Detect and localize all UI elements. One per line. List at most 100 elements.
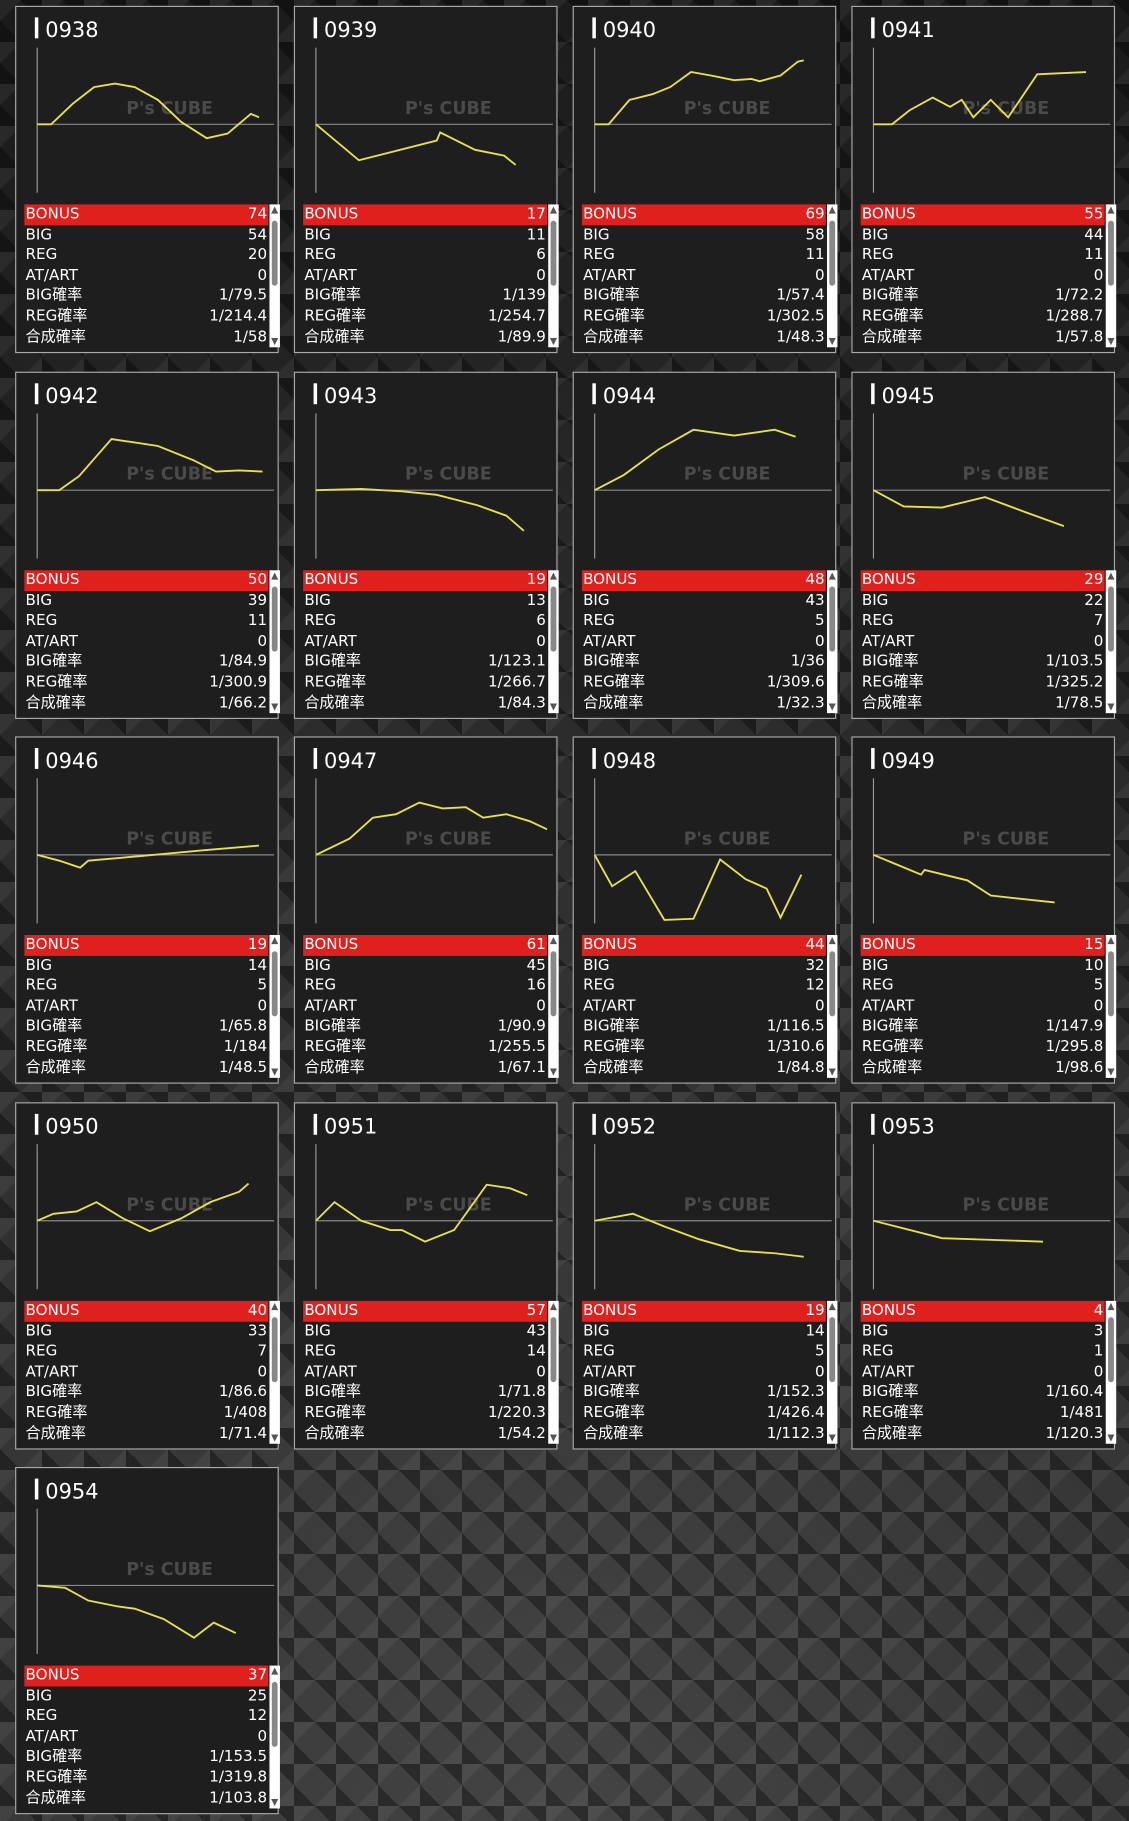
stat-value: 0 [257, 997, 268, 1015]
stat-value: 1/408 [223, 1404, 268, 1422]
scroll-up[interactable]: ▲ [549, 1300, 558, 1312]
title-marker [34, 17, 39, 39]
stats-row: AT/ART 0 [582, 266, 826, 286]
scroll-up[interactable]: ▲ [271, 570, 279, 581]
stat-value: 50 [247, 571, 268, 589]
scroll-thumb[interactable] [271, 220, 278, 286]
scroll-down[interactable]: ▼ [828, 1432, 836, 1443]
scroll-thumb[interactable] [829, 220, 836, 286]
graph: P's CUBE [594, 413, 832, 559]
stat-label: 合成確率 [861, 1058, 923, 1077]
scroll-down[interactable]: ▼ [1107, 335, 1115, 347]
stat-label: REG確率 [25, 1038, 88, 1056]
graph-line [873, 1219, 1044, 1243]
scroll-down[interactable]: ▼ [271, 1796, 279, 1808]
scroll-thumb[interactable] [829, 586, 836, 652]
stats-row: 合成確率 1/71.4 [24, 1423, 268, 1443]
scroll-thumb[interactable] [1108, 220, 1114, 286]
stat-label: BONUS [25, 936, 80, 954]
scroll-up[interactable]: ▲ [271, 935, 279, 946]
stats-row: BONUS 44 [581, 935, 826, 956]
scroll-thumb[interactable] [271, 951, 278, 1017]
scroll-up[interactable]: ▲ [828, 570, 836, 581]
scroll-down[interactable]: ▼ [828, 335, 836, 347]
scroll-thumb[interactable] [1108, 951, 1114, 1017]
scroll-down[interactable]: ▼ [549, 701, 558, 712]
stat-value: 4 [1093, 1302, 1104, 1320]
stat-value: 0 [257, 632, 268, 651]
scroll-up[interactable]: ▲ [271, 204, 279, 215]
scroll-down[interactable]: ▼ [271, 701, 279, 712]
stat-value: 1/214.4 [209, 307, 268, 326]
title-marker [313, 383, 318, 405]
stats-row: 合成確率 1/48.3 [582, 327, 826, 347]
stats-row: BONUS 19 [303, 570, 548, 591]
stat-value: 1/302.5 [766, 307, 825, 326]
machine-card: 0949 P's CUBE BONUS 15 BIG 10 REG 5 AT/ART 0 BIG確率… [851, 736, 1117, 1084]
scroll-up[interactable]: ▲ [1107, 935, 1115, 946]
scroll-up[interactable]: ▲ [1107, 570, 1115, 581]
scroll-up[interactable]: ▲ [1107, 1300, 1115, 1312]
stat-value: 1/426.4 [766, 1404, 825, 1422]
scroll-down[interactable]: ▼ [1107, 1432, 1115, 1443]
scroll-thumb[interactable] [271, 1317, 278, 1383]
scroll-down[interactable]: ▼ [549, 1066, 558, 1077]
stats-table: BONUS 17 BIG 11 REG 6 AT/ART 0 BIG確率 1/139 REG確率 1/… [303, 204, 548, 347]
machine-card: 0941 P's CUBE BONUS 55 BIG 44 REG 11 AT/ART 0 BIG確… [851, 5, 1117, 354]
stats-row: AT/ART 0 [24, 1362, 268, 1382]
stat-label: 合成確率 [304, 1058, 365, 1077]
scroll-thumb[interactable] [829, 1317, 836, 1383]
scroll-up[interactable]: ▲ [828, 1300, 836, 1312]
scroll-thumb[interactable] [829, 951, 836, 1017]
scroll-thumb[interactable] [550, 951, 557, 1017]
scroll-thumb[interactable] [550, 1317, 557, 1383]
title-marker [592, 17, 596, 39]
stat-label: REG確率 [583, 1038, 646, 1056]
scroll-thumb[interactable] [271, 586, 278, 652]
scroll-up[interactable]: ▲ [271, 1300, 279, 1312]
stat-label: REG [25, 246, 58, 264]
scroll-down[interactable]: ▼ [271, 1432, 279, 1443]
stat-value: 5 [815, 1342, 825, 1361]
stat-label: REG確率 [25, 307, 88, 326]
machine-card: 0942 P's CUBE BONUS 50 BIG 39 REG 11 AT/ART 0 BIG確… [15, 371, 280, 719]
scrollbar: ▲ ▼ [548, 1300, 559, 1444]
stat-value: 1/139 [502, 287, 546, 305]
scroll-thumb[interactable] [1108, 1317, 1114, 1383]
scroll-up[interactable]: ▲ [828, 935, 836, 946]
stat-value: 0 [815, 1363, 825, 1381]
stat-value: 14 [247, 956, 268, 975]
scroll-thumb[interactable] [271, 1681, 278, 1747]
scroll-down[interactable]: ▼ [828, 1066, 836, 1077]
scroll-up[interactable]: ▲ [828, 204, 836, 215]
scroll-thumb[interactable] [1108, 586, 1114, 652]
scrollbar: ▲ ▼ [826, 204, 838, 348]
scroll-down[interactable]: ▼ [549, 1432, 558, 1443]
stat-value: 16 [526, 977, 546, 995]
stat-label: BIG [25, 226, 53, 244]
stat-label: AT/ART [25, 632, 78, 651]
scroll-down[interactable]: ▼ [271, 335, 279, 347]
scroll-down[interactable]: ▼ [1107, 1066, 1115, 1077]
stats-row: 合成確率 1/78.5 [861, 693, 1105, 713]
scroll-thumb[interactable] [550, 586, 557, 652]
scroll-up[interactable]: ▲ [271, 1665, 279, 1677]
graph-line [315, 123, 517, 166]
machine-number: 0945 [881, 384, 935, 409]
stat-label: REG [304, 246, 337, 264]
stats-row: BIG確率 1/90.9 [303, 1017, 547, 1037]
stat-value: 1/48.5 [218, 1058, 268, 1077]
scroll-down[interactable]: ▼ [271, 1066, 279, 1077]
stat-label: REG [25, 612, 58, 630]
scroll-up[interactable]: ▲ [549, 935, 558, 946]
stat-value: 1/57.4 [776, 287, 825, 305]
machine-card: 0950 P's CUBE BONUS 40 BIG 33 REG 7 AT/ART 0 BIG確率… [15, 1102, 280, 1450]
scroll-down[interactable]: ▼ [828, 701, 836, 712]
scroll-up[interactable]: ▲ [549, 204, 558, 215]
scroll-down[interactable]: ▼ [1107, 701, 1115, 712]
scroll-thumb[interactable] [550, 220, 557, 286]
stats-row: BIG確率 1/123.1 [303, 652, 547, 672]
scroll-down[interactable]: ▼ [549, 335, 558, 347]
scroll-up[interactable]: ▲ [1107, 204, 1115, 215]
scroll-up[interactable]: ▲ [549, 570, 558, 581]
